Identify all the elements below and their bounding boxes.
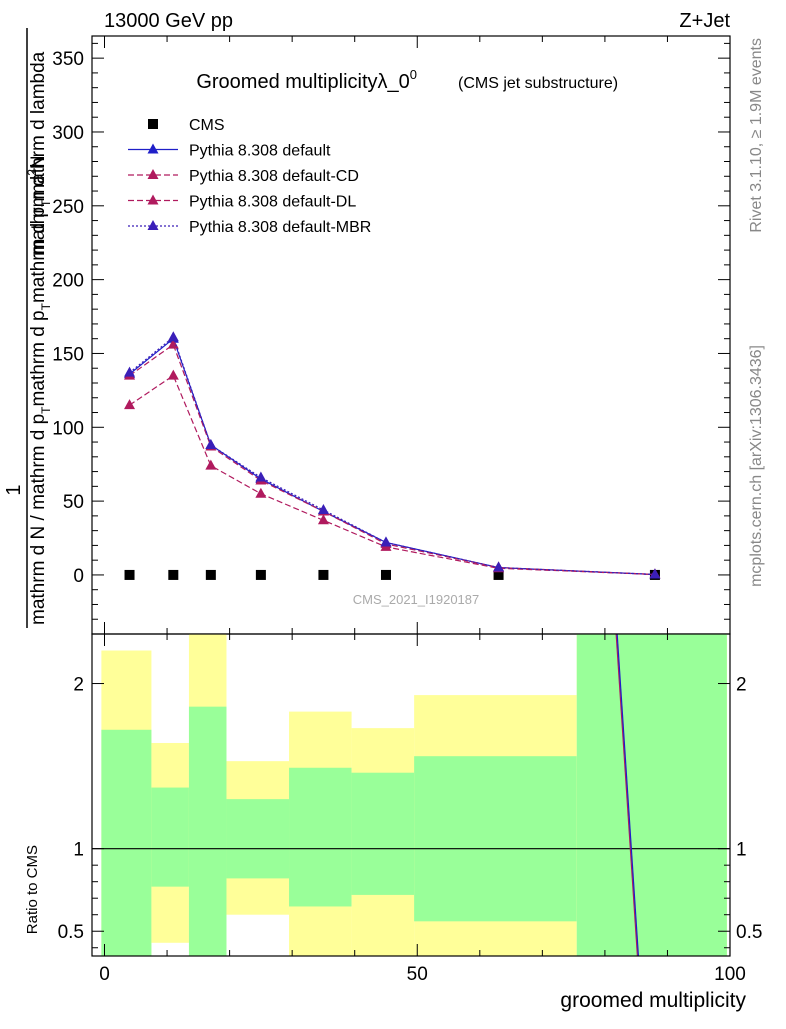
series-4-point-0	[124, 366, 136, 377]
series-4-point-7	[649, 568, 661, 579]
xlabel: groomed multiplicity	[560, 989, 746, 1012]
legend-marker-4	[147, 220, 159, 230]
series-line-1	[129, 337, 655, 576]
ratio-band-green-7	[576, 634, 727, 956]
series-4-point-3	[255, 471, 267, 482]
series-2-point-0	[124, 399, 136, 410]
process-label: Z+Jet	[679, 10, 730, 32]
series-4-point-4	[317, 503, 329, 514]
legend-label-0: CMS	[189, 117, 225, 134]
ratio-band-green-2	[188, 706, 227, 956]
x-tick-label-0: 0	[99, 964, 110, 985]
ratio-y-label-r-2: 2	[736, 675, 747, 696]
legend-marker-3	[147, 194, 159, 205]
ratio-band-green-4	[289, 767, 352, 907]
ylabel-numerator-2: mathrm d N / mathrm d pTmathrm d pTmathr…	[28, 51, 53, 625]
ylabel-numerator: mathrm d2N	[25, 155, 49, 256]
ratio-ylabel: Ratio to CMS	[24, 845, 41, 934]
legend-marker-0	[148, 119, 158, 129]
main-ylabel: 1 mathrm d2N mathrm d N / mathrm d pTmat…	[3, 28, 53, 628]
rivet-label: Rivet 3.1.10, ≥ 1.9M events	[748, 38, 765, 233]
ratio-y-label-r-1: 1	[736, 840, 747, 861]
ratio-band-green-1	[151, 787, 189, 887]
x-tick-label-50: 50	[407, 964, 428, 985]
y-tick-label-100: 100	[52, 418, 84, 439]
x-tick-label-100: 100	[714, 964, 746, 985]
ratio-y-label-2: 2	[73, 675, 84, 696]
chart-title: Groomed multiplicityλ_00	[196, 67, 417, 93]
main-frame	[91, 35, 731, 635]
series-4-point-1	[167, 331, 179, 342]
series-2-point-3	[255, 487, 267, 498]
ratio-y-label-0.5: 0.5	[58, 922, 84, 943]
ratio-panel: 0 50 100 0.5 0.5 1 1 2 2	[58, 633, 762, 985]
series-line-3	[129, 343, 655, 576]
y-tick-label-150: 150	[52, 344, 84, 365]
main-panel: 0 50 100 150 200 250 300 350	[52, 35, 731, 635]
series-4-point-6	[493, 561, 505, 572]
legend-marker-2	[147, 169, 159, 179]
mcplots-label: mcplots.cern.ch [arXiv:1306.3436]	[748, 345, 765, 587]
ylabel-one: 1	[3, 484, 25, 495]
y-tick-label-350: 350	[52, 49, 84, 70]
y-tick-label-50: 50	[63, 492, 84, 513]
legend-label-2: Pythia 8.308 default-CD	[189, 168, 359, 185]
legend-label-1: Pythia 8.308 default	[189, 143, 331, 160]
cms-point-1	[168, 569, 179, 580]
cms-point-0	[124, 569, 135, 580]
cms-point-6	[493, 569, 504, 580]
ratio-line-default	[616, 633, 640, 957]
ratio-band-green-5	[351, 772, 415, 895]
chart-subtitle: (CMS jet substructure)	[458, 75, 618, 92]
legend-label-3: Pythia 8.308 default-DL	[189, 194, 356, 211]
legend-marker-1	[147, 143, 159, 154]
y-tick-label-200: 200	[52, 271, 84, 292]
legend: CMS Pythia 8.308 default Pythia 8.308 defa…	[128, 117, 371, 236]
ratio-frame	[91, 633, 731, 957]
series-4-point-2	[205, 439, 217, 450]
ratio-band-green-6	[414, 756, 577, 922]
y-tick-label-250: 250	[52, 197, 84, 218]
legend-label-4: Pythia 8.308 default-MBR	[189, 219, 371, 236]
series-line-4	[129, 336, 655, 576]
series-2-point-1	[167, 369, 179, 380]
series-4-point-5	[380, 536, 392, 547]
cms-point-3	[255, 569, 266, 580]
energy-label: 13000 GeV pp	[104, 10, 233, 32]
ratio-band-green-3	[226, 799, 290, 879]
cms-point-2	[205, 569, 216, 580]
cms-point-4	[318, 569, 329, 580]
y-tick-label-0: 0	[73, 566, 84, 587]
series-2-point-2	[205, 459, 217, 470]
ratio-y-label-r-0.5: 0.5	[736, 922, 762, 943]
series-2-point-4	[317, 514, 329, 525]
ratio-band-green-0	[101, 729, 152, 956]
y-tick-label-300: 300	[52, 123, 84, 144]
analysis-watermark: CMS_2021_I1920187	[353, 592, 480, 607]
ratio-line-cd	[615, 633, 639, 957]
cms-point-5	[380, 569, 391, 580]
ratio-y-label-1: 1	[73, 840, 84, 861]
